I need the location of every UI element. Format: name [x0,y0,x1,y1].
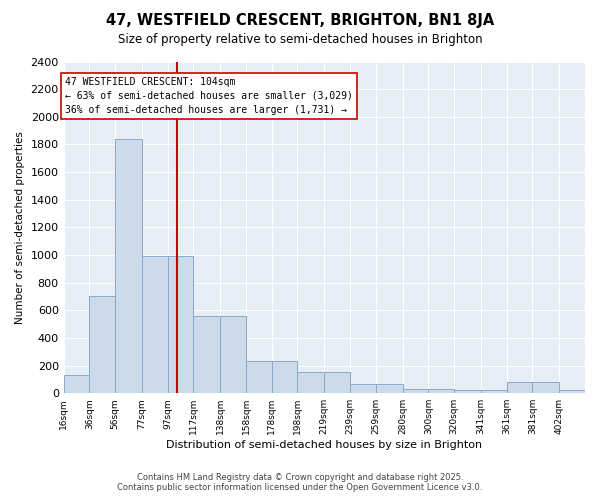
Text: Size of property relative to semi-detached houses in Brighton: Size of property relative to semi-detach… [118,32,482,46]
Bar [167,256,193,393]
Bar [428,389,454,393]
Bar [64,375,89,393]
Bar [298,372,325,393]
Bar [115,139,142,393]
Bar [142,256,167,393]
Bar [559,390,585,393]
Y-axis label: Number of semi-detached properties: Number of semi-detached properties [15,131,25,324]
Bar [272,362,298,393]
Bar [506,382,532,393]
Text: 47, WESTFIELD CRESCENT, BRIGHTON, BN1 8JA: 47, WESTFIELD CRESCENT, BRIGHTON, BN1 8J… [106,12,494,28]
Bar [454,390,481,393]
Bar [532,382,559,393]
Text: 47 WESTFIELD CRESCENT: 104sqm
← 63% of semi-detached houses are smaller (3,029)
: 47 WESTFIELD CRESCENT: 104sqm ← 63% of s… [65,76,353,114]
Bar [193,316,220,393]
Bar [481,390,506,393]
X-axis label: Distribution of semi-detached houses by size in Brighton: Distribution of semi-detached houses by … [166,440,482,450]
Bar [376,384,403,393]
Text: Contains HM Land Registry data © Crown copyright and database right 2025.
Contai: Contains HM Land Registry data © Crown c… [118,473,482,492]
Bar [350,384,376,393]
Bar [325,372,350,393]
Bar [220,316,246,393]
Bar [246,362,272,393]
Bar [403,389,428,393]
Bar [89,296,115,393]
